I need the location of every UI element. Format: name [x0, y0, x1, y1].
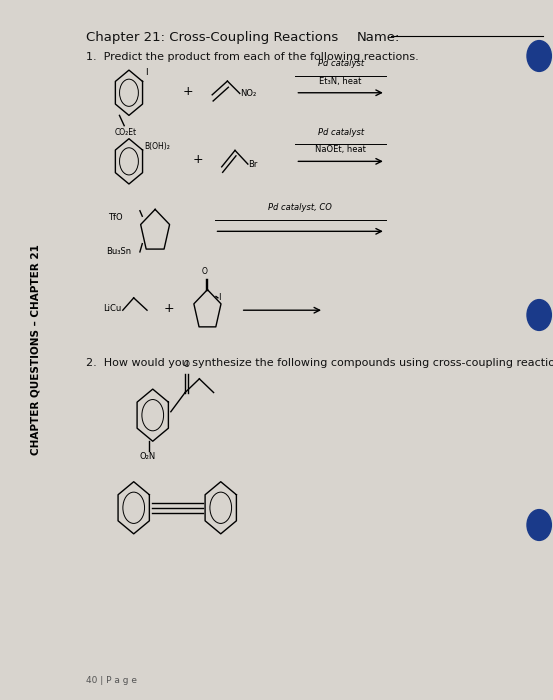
Text: B(OH)₂: B(OH)₂ [145, 142, 170, 150]
Text: O: O [184, 360, 190, 369]
Text: Br: Br [248, 160, 257, 169]
Text: O₂N: O₂N [140, 452, 156, 461]
Text: 1.  Predict the product from each of the following reactions.: 1. Predict the product from each of the … [86, 52, 419, 62]
Text: Pd catalyst: Pd catalyst [317, 60, 364, 69]
Text: +: + [164, 302, 175, 315]
Text: Pd catalyst, CO: Pd catalyst, CO [268, 204, 332, 213]
Text: TfO: TfO [107, 213, 122, 222]
Text: CO₂Et: CO₂Et [114, 128, 137, 137]
Text: 40 | P a g e: 40 | P a g e [86, 676, 137, 685]
Text: 2.  How would you synthesize the following compounds using cross-coupling reacti: 2. How would you synthesize the followin… [86, 358, 553, 368]
Text: NaOEt, heat: NaOEt, heat [315, 145, 366, 154]
Text: LiCu: LiCu [103, 304, 121, 314]
Text: Bu₃Sn: Bu₃Sn [106, 247, 131, 256]
Text: Name:: Name: [357, 31, 400, 44]
Text: Et₃N, heat: Et₃N, heat [320, 76, 362, 85]
Text: Pd catalyst: Pd catalyst [317, 128, 364, 137]
Text: Chapter 21: Cross-Coupling Reactions: Chapter 21: Cross-Coupling Reactions [86, 31, 338, 44]
Text: CHAPTER QUESTIONS – CHAPTER 21: CHAPTER QUESTIONS – CHAPTER 21 [31, 244, 41, 456]
Text: NO₂: NO₂ [240, 89, 256, 98]
Text: I: I [145, 68, 148, 77]
Text: O: O [201, 267, 207, 276]
Text: I: I [218, 293, 221, 302]
Text: +: + [192, 153, 204, 167]
Text: +: + [183, 85, 194, 98]
